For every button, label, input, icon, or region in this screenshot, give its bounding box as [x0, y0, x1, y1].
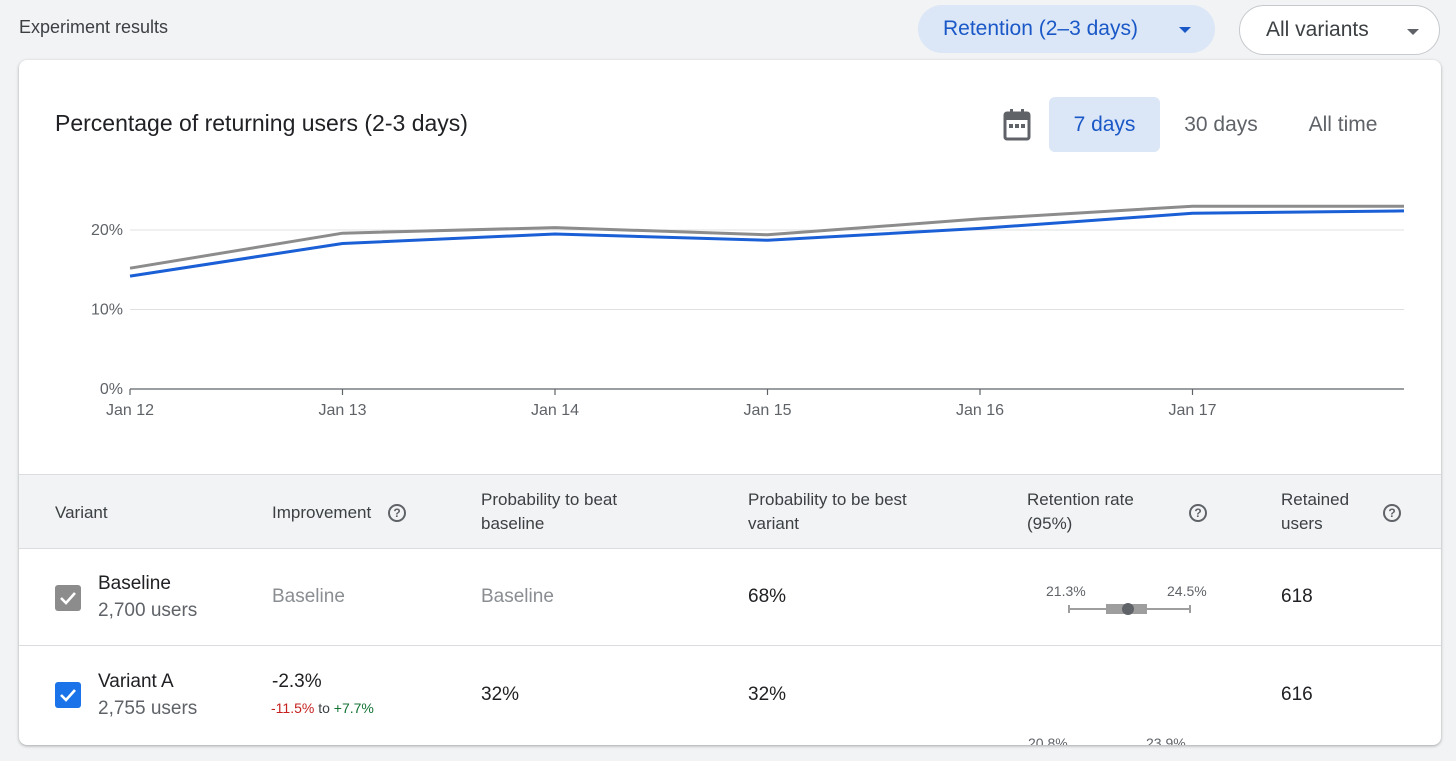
header-variant: Variant — [55, 503, 108, 522]
header-retained: Retained users — [1281, 488, 1349, 536]
calendar-icon[interactable] — [1001, 107, 1033, 143]
line-chart: 0% 10% 20% Jan 12 Jan 13 Jan 14 Jan 15 Jan 16 Ja… — [91, 204, 1405, 419]
variant-name: Variant A — [98, 671, 174, 692]
x-tick-label: Jan 17 — [1168, 402, 1216, 419]
variant-name: Baseline — [98, 573, 171, 594]
prob-beat-value: Baseline — [481, 586, 554, 607]
y-tick-label: 0% — [100, 381, 123, 398]
table-row: Variant A 2,755 users -2.3% -11.5% to +7… — [19, 647, 1441, 745]
variant-users: 2,700 users — [98, 600, 198, 621]
header-retained-line1: Retained — [1281, 490, 1350, 509]
header-prob-best-line1: Probability to be best — [748, 490, 907, 509]
baseline-checkbox[interactable] — [55, 585, 81, 611]
retained-value: 616 — [1281, 684, 1313, 705]
range-7-days-button[interactable]: 7 days — [1049, 97, 1160, 152]
ci-low-label: 21.3% — [1046, 583, 1086, 599]
header-retention-line2: (95%) — [1027, 514, 1073, 533]
variant-a-series-line — [129, 209, 1405, 278]
ci-high-label: 23.9% — [1146, 735, 1186, 745]
x-tick-label: Jan 16 — [956, 402, 1004, 419]
table-row: Baseline 2,700 users Baseline Baseline 6… — [19, 549, 1441, 646]
variant-users: 2,755 users — [98, 698, 198, 719]
y-tick-label: 20% — [91, 222, 123, 239]
variant-a-checkbox[interactable] — [55, 682, 81, 708]
improvement-range: -11.5% to +7.7% — [271, 700, 374, 716]
help-icon[interactable]: ? — [388, 504, 406, 522]
chart-title: Percentage of returning users (2-3 days) — [55, 110, 468, 136]
metric-dropdown[interactable]: Retention (2–3 days) — [918, 5, 1215, 53]
x-tick-label: Jan 15 — [743, 402, 791, 419]
range-all-time-button[interactable]: All time — [1308, 112, 1378, 136]
improvement-to: to — [318, 700, 330, 716]
header-improvement: Improvement — [272, 503, 372, 522]
range-30-days-button[interactable]: 30 days — [1184, 112, 1258, 136]
header-prob-beat-line1: Probability to beat — [481, 490, 618, 509]
dropdown-arrow-icon — [1407, 29, 1419, 35]
improvement-low: -11.5% — [271, 700, 315, 716]
ci-high-label: 24.5% — [1167, 583, 1207, 599]
header-prob-beat-line2: baseline — [481, 514, 545, 533]
ci-low-label: 20.8% — [1028, 735, 1068, 745]
improvement-value: -2.3% — [272, 671, 322, 692]
retention-interval-plot — [1068, 603, 1191, 615]
x-tick-label: Jan 14 — [531, 402, 579, 419]
check-icon — [60, 689, 76, 702]
header-retention-line1: Retention rate — [1027, 490, 1134, 509]
check-icon — [60, 592, 76, 605]
dropdown-arrow-icon — [1179, 27, 1191, 33]
help-icon[interactable]: ? — [1189, 504, 1207, 522]
y-tick-label: 10% — [91, 302, 123, 319]
results-card: Percentage of returning users (2-3 days)… — [19, 60, 1441, 745]
header-retained-line2: users — [1281, 514, 1323, 533]
retained-value: 618 — [1281, 586, 1313, 607]
header-retention: Retention rate (95%) — [1027, 488, 1134, 536]
prob-best-value: 32% — [748, 684, 787, 705]
page-title: Experiment results — [19, 17, 169, 37]
variants-dropdown[interactable]: All variants — [1239, 5, 1440, 55]
metric-dropdown-label: Retention (2–3 days) — [943, 17, 1138, 40]
baseline-series-line — [129, 204, 1404, 270]
table-header: Variant Improvement ? Probability to bea… — [19, 474, 1441, 549]
header-prob-best-line2: variant — [748, 514, 800, 533]
x-tick-label: Jan 13 — [318, 402, 366, 419]
help-icon[interactable]: ? — [1383, 504, 1401, 522]
header-prob-best: Probability to be best variant — [748, 488, 907, 536]
variants-dropdown-label: All variants — [1266, 18, 1369, 41]
prob-beat-value: 32% — [481, 684, 520, 705]
prob-best-value: 68% — [748, 586, 787, 607]
x-tick-label: Jan 12 — [106, 402, 154, 419]
improvement-value: Baseline — [272, 586, 345, 607]
header-prob-beat: Probability to beat baseline — [481, 488, 617, 536]
improvement-high: +7.7% — [333, 700, 374, 716]
